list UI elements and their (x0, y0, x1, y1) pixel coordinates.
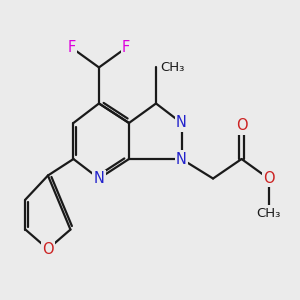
Text: O: O (263, 171, 274, 186)
Text: CH₃: CH₃ (160, 61, 185, 74)
Text: F: F (122, 40, 130, 56)
Text: N: N (176, 116, 187, 130)
Text: CH₃: CH₃ (256, 206, 281, 220)
Text: N: N (176, 152, 187, 166)
Text: F: F (68, 40, 76, 56)
Text: O: O (42, 242, 54, 256)
Text: O: O (236, 118, 248, 134)
Text: N: N (94, 171, 104, 186)
